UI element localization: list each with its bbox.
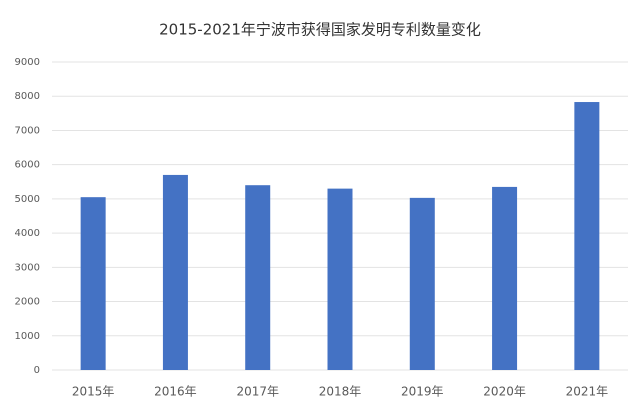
bar (492, 186, 518, 370)
x-tick-label: 2020年 (483, 385, 526, 399)
bar (574, 102, 600, 370)
y-tick-label: 7000 (15, 125, 40, 136)
bar (409, 197, 435, 370)
bar (80, 197, 106, 370)
y-tick-label: 3000 (15, 262, 40, 273)
y-tick-label: 5000 (15, 194, 40, 205)
bar (245, 185, 271, 370)
x-tick-label: 2019年 (401, 385, 444, 399)
x-tick-label: 2015年 (72, 385, 115, 399)
y-tick-label: 9000 (15, 57, 40, 68)
y-tick-label: 0 (34, 365, 40, 376)
bar (327, 188, 353, 370)
x-tick-label: 2018年 (319, 385, 362, 399)
x-tick-label: 2021年 (566, 385, 609, 399)
y-tick-label: 6000 (15, 160, 40, 171)
y-tick-label: 8000 (15, 91, 40, 102)
y-tick-label: 4000 (15, 228, 40, 239)
x-tick-label: 2017年 (236, 385, 279, 399)
chart-title: 2015-2021年宁波市获得国家发明专利数量变化 (159, 21, 481, 39)
y-tick-label: 2000 (15, 297, 40, 308)
bar (162, 174, 188, 370)
x-tick-label: 2016年 (154, 385, 197, 399)
y-tick-label: 1000 (15, 331, 40, 342)
